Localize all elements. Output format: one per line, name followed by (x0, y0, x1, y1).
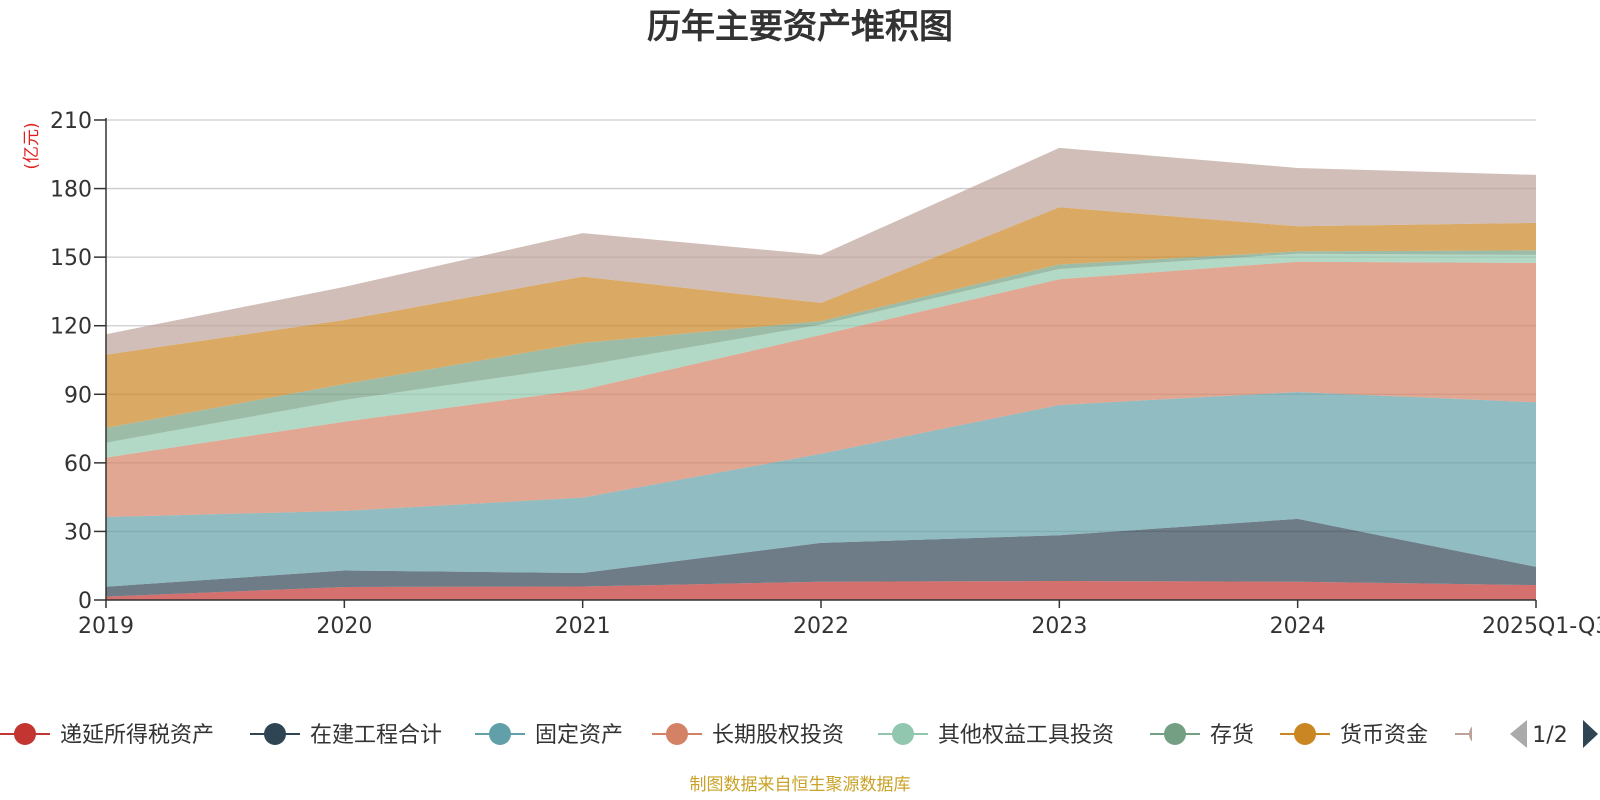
legend-item[interactable] (1455, 723, 1505, 745)
area-series-3 (106, 392, 1536, 587)
y-tick-label: 90 (64, 383, 92, 408)
area-series-4 (106, 261, 1536, 517)
x-tick-label: 2022 (793, 614, 849, 639)
legend-item[interactable]: 在建工程合计 (250, 723, 442, 748)
y-axis-unit-label: (亿元) (22, 122, 42, 169)
area-series-1 (106, 581, 1536, 600)
legend-item[interactable]: 其他权益工具投资 (878, 723, 1114, 748)
legend-marker (666, 723, 688, 745)
legend-next-icon[interactable] (1583, 720, 1598, 748)
legend-marker (1469, 726, 1472, 742)
x-tick-label: 2021 (555, 614, 611, 639)
legend-marker (892, 723, 914, 745)
legend-label: 递延所得税资产 (60, 723, 214, 748)
axes: 0 30 60 90 120 150 180 210 2019 2020 2021 2022 2023 2… (50, 109, 1600, 639)
legend-marker (264, 723, 286, 745)
legend-marker (1164, 723, 1186, 745)
y-tick-label: 60 (64, 452, 92, 477)
area-series (106, 147, 1536, 600)
area-series-2 (106, 518, 1536, 597)
x-tick-label: 2025Q1-Q3 (1482, 614, 1600, 639)
y-tick-label: 120 (50, 315, 92, 340)
legend-item[interactable]: 存货 (1150, 723, 1254, 748)
x-tick-label: 2020 (316, 614, 372, 639)
legend-label: 固定资产 (535, 723, 623, 748)
legend: 递延所得税资产 在建工程合计 固定资产 长期股权投资 其他权益工具投资 存货 货币资金 (0, 723, 1505, 748)
legend-item[interactable]: 货币资金 (1280, 723, 1428, 748)
y-tick-label: 0 (78, 589, 92, 614)
legend-label: 存货 (1210, 723, 1254, 748)
y-tick-label: 150 (50, 246, 92, 271)
legend-prev-icon[interactable] (1510, 720, 1527, 748)
y-tick-label: 30 (64, 520, 92, 545)
legend-label: 其他权益工具投资 (938, 723, 1114, 748)
x-tick-label: 2023 (1031, 614, 1087, 639)
source-note: 制图数据来自恒生聚源数据库 (690, 775, 911, 795)
x-tick-label: 2024 (1270, 614, 1326, 639)
chart-title: 历年主要资产堆积图 (647, 7, 953, 47)
legend-label: 货币资金 (1340, 723, 1428, 748)
y-tick-label: 180 (50, 178, 92, 203)
legend-marker (14, 723, 36, 745)
legend-page-indicator: 1/2 (1532, 723, 1567, 748)
legend-label: 在建工程合计 (310, 723, 442, 748)
y-tick-label: 210 (50, 109, 92, 134)
legend-item[interactable]: 递延所得税资产 (0, 723, 214, 748)
area-series-7 (106, 207, 1536, 428)
legend-marker (489, 723, 511, 745)
legend-item[interactable]: 长期股权投资 (652, 723, 844, 748)
legend-marker (1294, 723, 1316, 745)
x-tick-label: 2019 (78, 614, 134, 639)
legend-item[interactable]: 固定资产 (475, 723, 623, 748)
legend-label: 长期股权投资 (712, 723, 844, 748)
area-series-8 (106, 147, 1536, 355)
legend-pager: 1/2 (1510, 720, 1598, 748)
